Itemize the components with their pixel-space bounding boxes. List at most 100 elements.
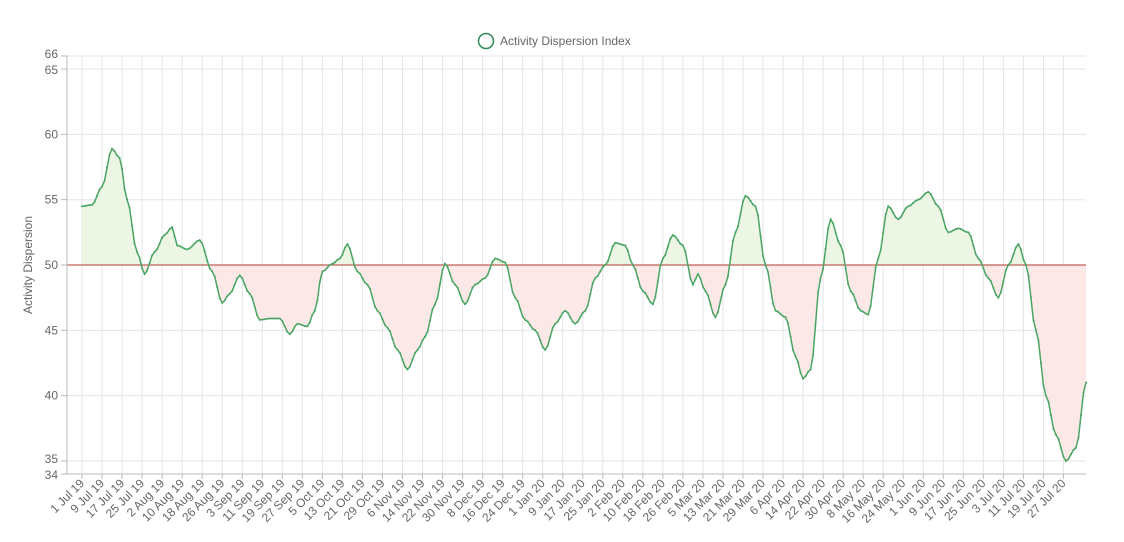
data-point (596, 275, 599, 278)
data-point (611, 245, 614, 248)
data-point (774, 309, 777, 312)
data-point (261, 318, 264, 321)
data-point (143, 273, 146, 276)
data-point (669, 237, 672, 240)
data-point (331, 262, 334, 265)
data-point (444, 262, 447, 265)
data-point (121, 167, 124, 170)
data-point (674, 235, 677, 238)
data-point (223, 299, 226, 302)
y-tick-label: 55 (45, 193, 59, 207)
data-point (579, 316, 582, 319)
legend[interactable]: Activity Dispersion Index (477, 32, 631, 50)
data-point (1014, 246, 1017, 249)
data-point (969, 235, 972, 238)
data-point (456, 286, 459, 289)
data-point (716, 311, 719, 314)
data-point (469, 293, 472, 296)
data-point (514, 296, 517, 299)
data-point (1064, 459, 1067, 462)
y-tick-label: 65 (45, 63, 59, 77)
data-point (829, 218, 832, 221)
data-point (454, 283, 457, 286)
data-point (944, 227, 947, 230)
data-point (984, 274, 987, 276)
data-point (546, 344, 549, 347)
data-point (363, 281, 366, 284)
data-point (792, 349, 795, 352)
data-point (939, 209, 942, 212)
data-point (666, 245, 669, 248)
data-point (987, 277, 990, 280)
data-point (323, 269, 326, 272)
data-point (136, 250, 139, 253)
data-point (111, 147, 114, 150)
data-point (343, 246, 346, 249)
data-point (486, 274, 489, 276)
data-point (133, 242, 136, 245)
data-point (689, 277, 692, 280)
data-point (524, 318, 527, 321)
data-point (198, 239, 201, 242)
data-point (917, 198, 920, 201)
data-point (128, 206, 131, 209)
data-point (857, 306, 860, 309)
data-point (283, 325, 286, 328)
data-point (1024, 264, 1027, 266)
data-point (474, 283, 477, 286)
y-tick-label: 66 (45, 47, 59, 61)
data-point (1032, 319, 1035, 322)
data-point (982, 267, 985, 270)
data-point (176, 244, 179, 247)
data-point (288, 333, 291, 336)
data-point (183, 247, 186, 250)
data-point (696, 273, 699, 276)
data-point (757, 214, 760, 217)
data-point (313, 309, 316, 312)
data-point (348, 247, 351, 250)
data-point (621, 244, 624, 246)
data-point (218, 296, 221, 299)
data-point (276, 317, 279, 320)
data-point (1082, 391, 1085, 394)
data-point (586, 304, 589, 307)
data-point (839, 244, 842, 247)
data-point (98, 188, 101, 191)
data-point (927, 190, 930, 193)
data-point (366, 283, 369, 286)
data-point (844, 267, 847, 270)
data-point (817, 291, 820, 294)
data-point (201, 242, 204, 245)
data-point (291, 330, 294, 333)
data-point (561, 311, 564, 314)
data-point (346, 243, 349, 246)
data-point (626, 249, 629, 252)
data-point (749, 199, 752, 202)
area-above-baseline (876, 191, 983, 265)
data-point (489, 267, 492, 270)
data-point (1085, 381, 1087, 384)
data-point (864, 312, 867, 315)
data-point (153, 250, 156, 253)
data-point (634, 268, 637, 271)
data-point (541, 345, 544, 348)
data-point (243, 283, 246, 286)
data-point (809, 368, 812, 371)
area-below-baseline (982, 265, 1009, 298)
data-point (1047, 400, 1050, 403)
data-point (544, 348, 547, 351)
data-point (258, 318, 261, 321)
legend-label: Activity Dispersion Index (500, 34, 631, 48)
data-point (241, 277, 244, 280)
data-point (764, 264, 767, 266)
data-point (681, 244, 684, 247)
data-point (178, 245, 181, 248)
data-point (656, 280, 659, 283)
data-point (721, 288, 724, 291)
data-point (206, 259, 209, 262)
data-point (1054, 433, 1057, 436)
data-point (358, 272, 361, 275)
data-point (729, 257, 732, 260)
data-point (629, 258, 632, 261)
